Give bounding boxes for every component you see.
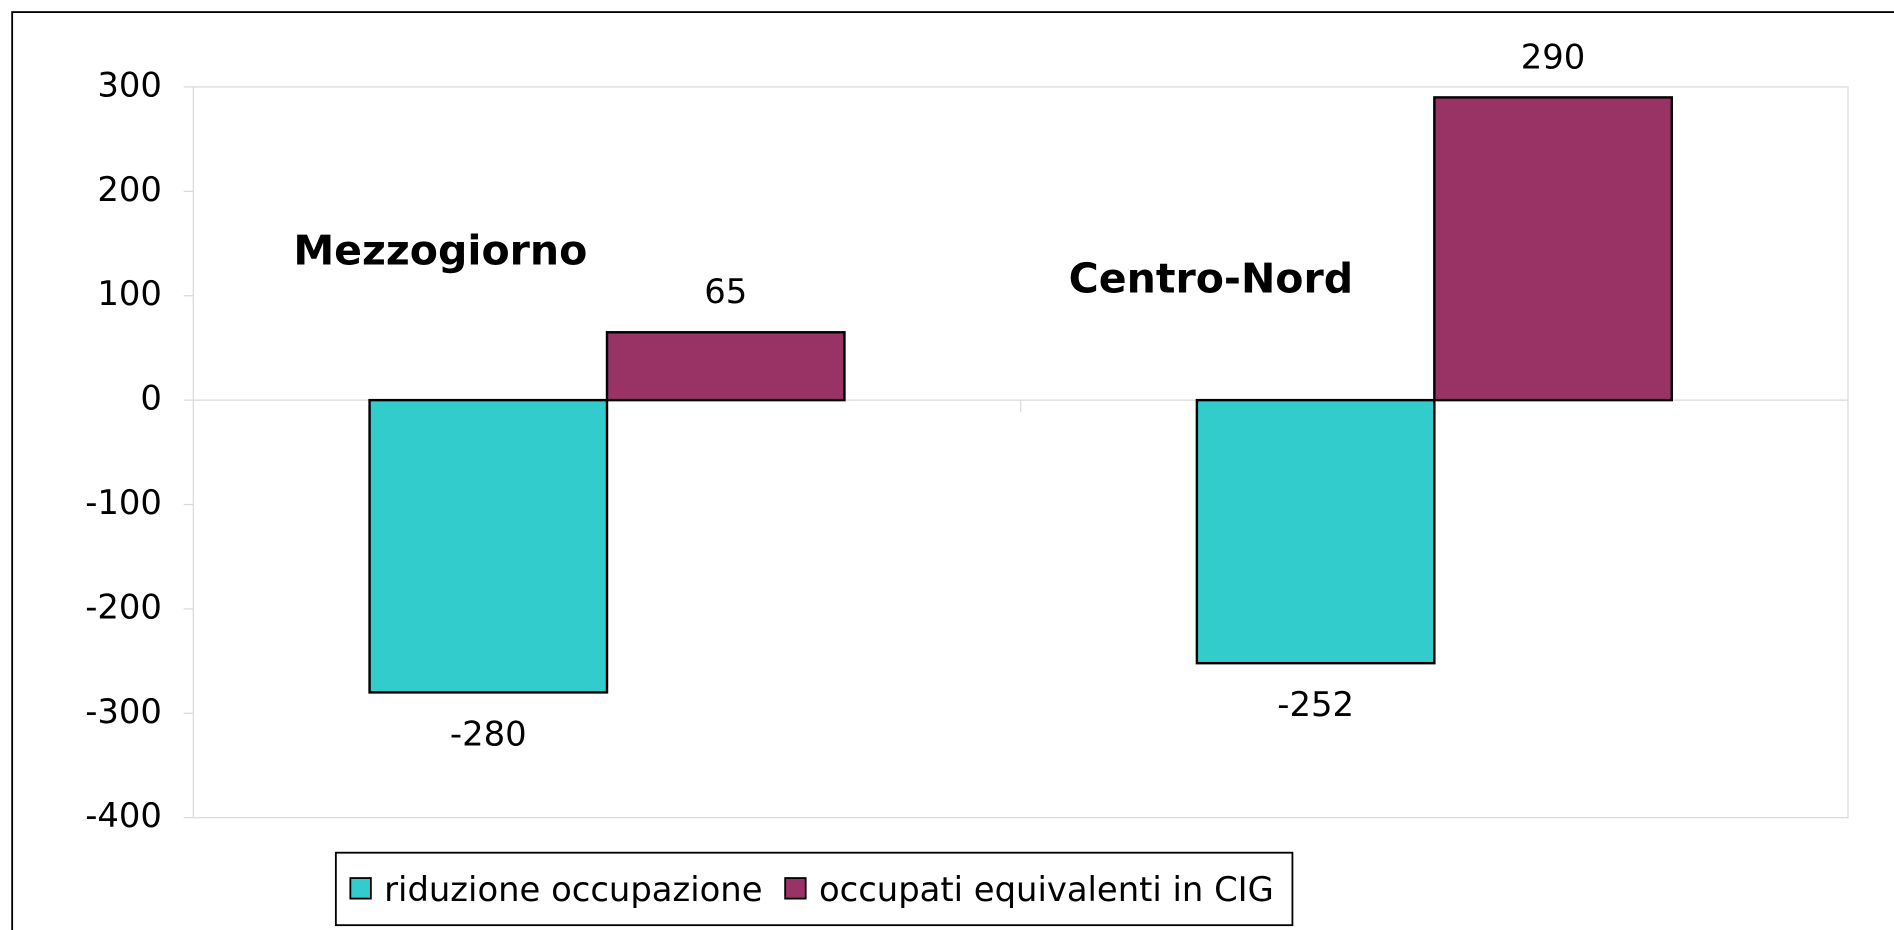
- y-tick-label: -400: [85, 796, 162, 835]
- category-label: Centro-Nord: [1069, 254, 1353, 302]
- y-tick-label: 100: [97, 274, 162, 313]
- data-label: 65: [704, 272, 747, 311]
- y-tick-label: -100: [85, 483, 162, 522]
- y-tick-label: -200: [85, 587, 162, 626]
- legend-swatch: [784, 877, 807, 900]
- legend-label: riduzione occupazione: [384, 870, 762, 909]
- bar: [605, 331, 846, 402]
- data-label: -280: [450, 714, 527, 753]
- bar: [1433, 96, 1673, 402]
- data-label: -252: [1277, 685, 1354, 724]
- bar: [368, 398, 609, 694]
- y-tick-label: 0: [140, 379, 162, 418]
- legend-swatch: [349, 877, 372, 900]
- category-label: Mezzogiorno: [293, 227, 587, 275]
- legend-box: [334, 851, 1294, 927]
- plot-area: [192, 86, 1849, 819]
- y-tick-label: -300: [85, 692, 162, 731]
- y-tick-label: 300: [97, 65, 162, 104]
- y-tick-label: 200: [97, 170, 162, 209]
- data-label: 290: [1521, 37, 1586, 76]
- legend-label: occupati equivalenti in CIG: [819, 870, 1274, 909]
- bar: [1195, 398, 1436, 665]
